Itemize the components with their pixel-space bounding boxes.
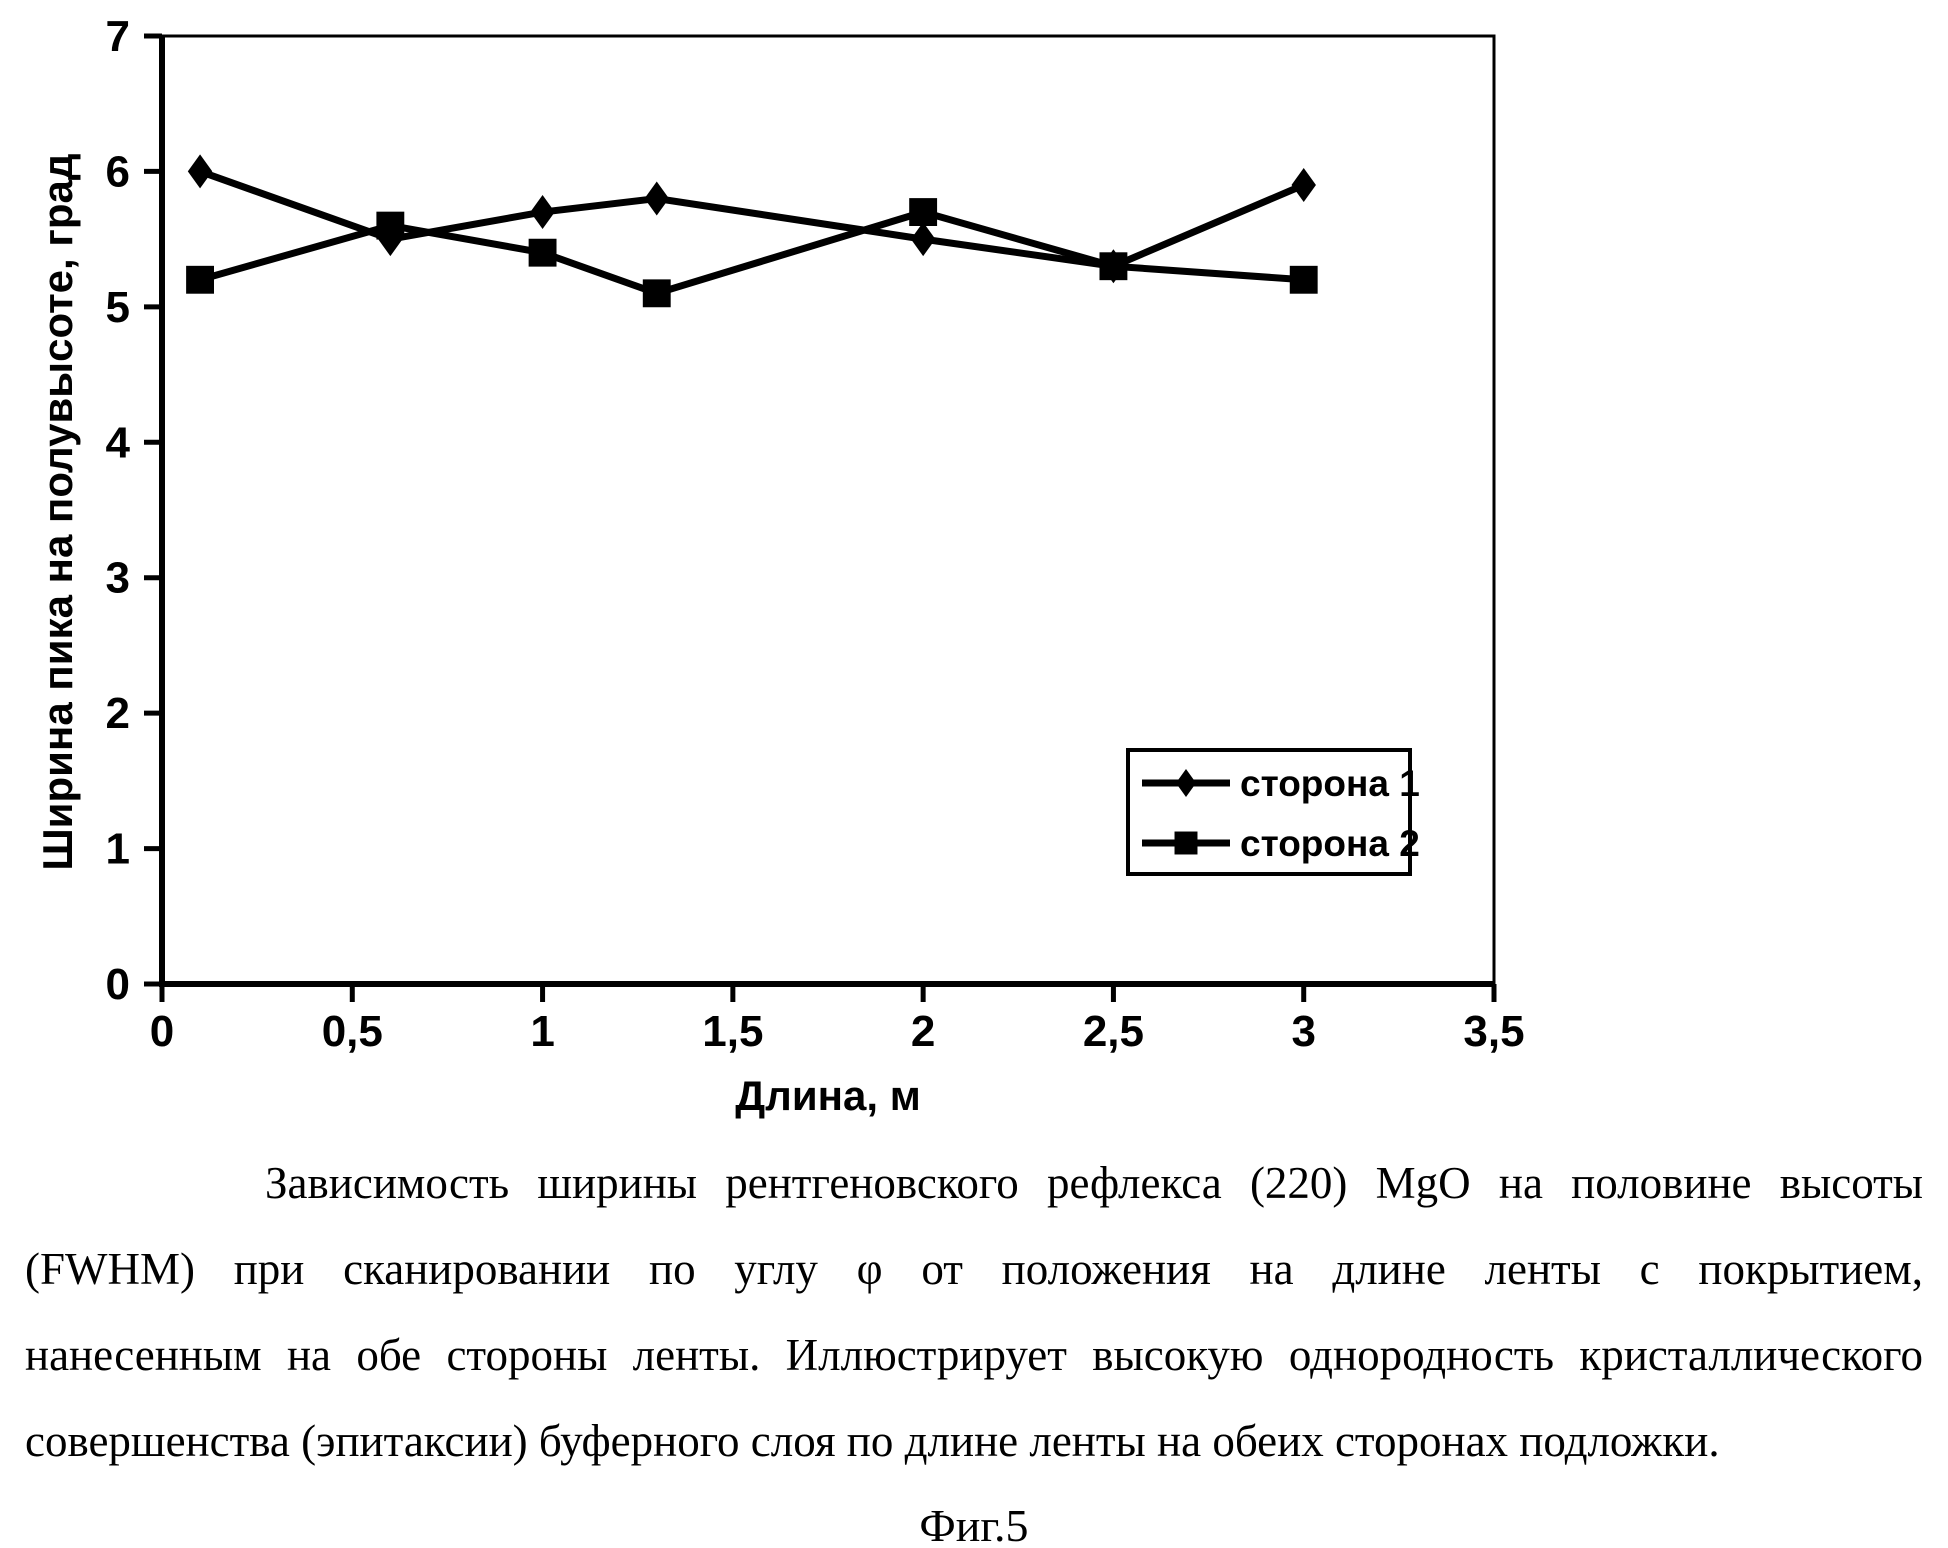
- diamond-marker: [530, 195, 555, 230]
- y-tick-label: 7: [106, 12, 130, 61]
- chart-area: 0 1 2 3 4 5 6 7 0 0,5 1 1,5 2 2,5 3 3,5 Ширина пика на п…: [34, 12, 1525, 1119]
- diamond-marker: [1291, 167, 1316, 202]
- series-line: [198, 168, 1306, 270]
- y-axis-label: Ширина пика на полувысоте, град: [34, 153, 81, 870]
- square-marker: [1174, 831, 1198, 855]
- diamond-marker: [187, 154, 213, 189]
- x-tick-label: 2: [911, 1007, 935, 1056]
- diamond-marker: [1175, 769, 1197, 797]
- diamond-marker: [644, 181, 669, 216]
- square-marker: [1289, 265, 1318, 294]
- x-tick-label: 3: [1291, 1007, 1315, 1056]
- square-marker: [376, 211, 405, 240]
- x-axis-label: Длина, м: [735, 1072, 921, 1119]
- y-tick-label: 5: [106, 283, 130, 332]
- square-marker: [186, 265, 214, 294]
- square-marker: [528, 238, 557, 267]
- figure-number: Фиг.5: [919, 1500, 1029, 1548]
- legend-label: сторона 2: [1240, 823, 1420, 864]
- y-tick-label: 1: [106, 825, 130, 874]
- legend: сторона 1 сторона 2: [1126, 748, 1420, 876]
- square-marker: [909, 198, 938, 226]
- caption-line: Зависимость ширины рентгеновского рефлек…: [265, 1158, 1923, 1208]
- y-axis: 0 1 2 3 4 5 6 7: [106, 12, 162, 1009]
- fwhm-line-chart: 0 1 2 3 4 5 6 7 0 0,5 1 1,5 2 2,5 3 3,5 Ширина пика на п…: [34, 12, 1525, 1119]
- x-tick-label: 2,5: [1083, 1007, 1144, 1056]
- diamond-marker: [910, 222, 936, 257]
- y-tick-label: 6: [106, 147, 130, 196]
- plot-frame: [162, 34, 1496, 984]
- x-tick-label: 0,5: [322, 1007, 383, 1056]
- x-tick-label: 1,5: [702, 1007, 763, 1056]
- y-tick-label: 3: [106, 554, 130, 603]
- y-tick-label: 4: [106, 418, 131, 467]
- caption-line: нанесенным на обе стороны ленты. Иллюстр…: [25, 1330, 1923, 1380]
- caption-line: (FWHM) при сканировании по углу φ от пол…: [25, 1244, 1923, 1294]
- square-marker: [1099, 252, 1128, 281]
- x-tick-label: 1: [530, 1007, 554, 1056]
- y-tick-label: 0: [106, 960, 130, 1009]
- x-tick-label: 0: [150, 1007, 174, 1056]
- y-tick-label: 2: [106, 689, 130, 738]
- x-tick-label: 3,5: [1463, 1007, 1524, 1056]
- square-marker: [642, 279, 671, 308]
- caption-line: совершенства (эпитаксии) буферного слоя …: [25, 1416, 1720, 1466]
- x-axis: 0 0,5 1 1,5 2 2,5 3 3,5: [150, 984, 1525, 1056]
- series-2: [186, 198, 1318, 308]
- legend-label: сторона 1: [1240, 763, 1420, 804]
- figure-caption: Зависимость ширины рентгеновского рефлек…: [0, 1140, 1948, 1484]
